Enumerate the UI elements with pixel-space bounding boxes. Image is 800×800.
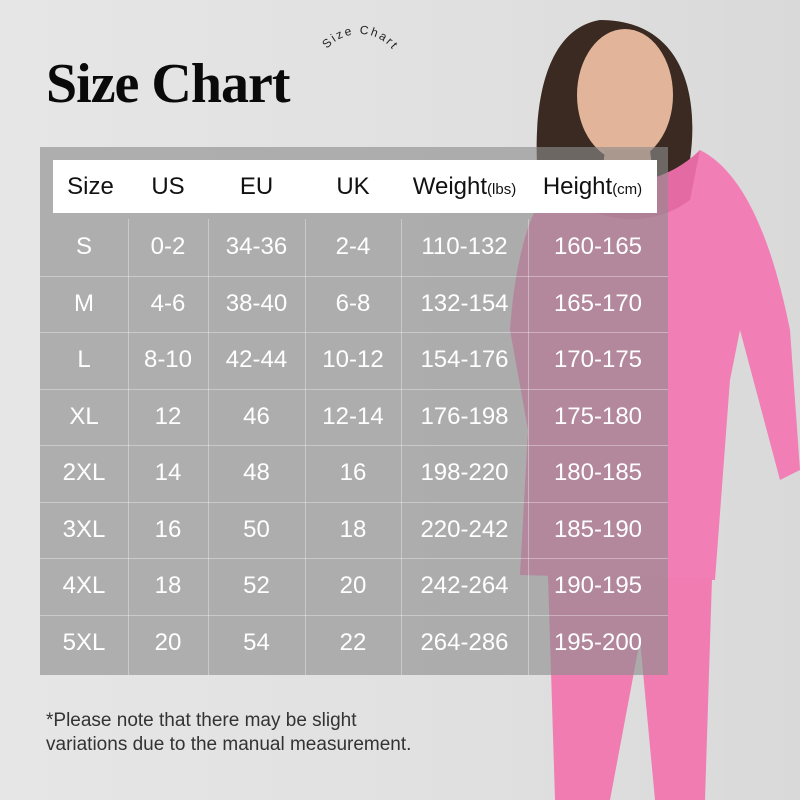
- table-cell: 165-170: [553, 289, 643, 317]
- table-cell: 185-190: [553, 515, 643, 543]
- table-cell: 34-36: [225, 233, 288, 260]
- table-cell: 18: [154, 572, 182, 599]
- size-chart-arc-label: Size Chart: [319, 24, 402, 53]
- table-cell: 20: [154, 628, 182, 656]
- column-divider: [128, 219, 129, 675]
- face: [577, 29, 673, 161]
- table-cell: 42-44: [225, 346, 288, 373]
- table-cell: S: [75, 233, 92, 260]
- row-divider: [40, 332, 668, 333]
- table-cell: 176-198: [420, 402, 509, 430]
- header-unit: (cm): [612, 181, 643, 198]
- table-cell: 6-8: [335, 289, 371, 317]
- row-divider: [40, 388, 668, 390]
- arc-text: Size Chart: [319, 24, 400, 53]
- header-label: EU: [239, 173, 274, 200]
- table-cell: 110-132: [421, 233, 508, 260]
- table-cell: 190-195: [553, 572, 643, 599]
- row-divider: [40, 558, 668, 559]
- column-divider: [305, 219, 306, 675]
- note-line-1: *Please note that there may be slight: [46, 710, 357, 731]
- table-cell: 10-12: [322, 346, 384, 373]
- table-cell: 2-4: [335, 233, 371, 260]
- table-cell: 4-6: [150, 289, 186, 317]
- table-cell: 220-242: [420, 515, 509, 543]
- table-cell: 0-2: [150, 233, 186, 260]
- table-cell: 2XL: [62, 459, 106, 486]
- header-label: US: [151, 173, 185, 200]
- header-height: Height(cm): [528, 160, 657, 216]
- header-label: UK: [336, 173, 370, 200]
- table-cell: 160-165: [553, 233, 643, 260]
- table-cell: 154-176: [420, 346, 509, 373]
- header-eu: EU: [208, 160, 305, 213]
- table-cell: 8-10: [143, 346, 193, 373]
- table-cell: 18: [339, 515, 367, 543]
- table-cell: 264-286: [420, 628, 509, 656]
- table-cell: 52: [243, 572, 270, 599]
- table-cell: 54: [243, 628, 270, 656]
- page-title: Size Chart: [46, 53, 291, 115]
- note-line-2: variations due to the manual measurement…: [46, 734, 412, 755]
- table-cell: 5XL: [62, 628, 106, 656]
- table-cell: 242-264: [420, 572, 509, 599]
- header-label: Weight: [412, 173, 488, 200]
- row-divider: [40, 275, 668, 277]
- column-divider: [528, 219, 529, 675]
- header-label: Height: [542, 173, 613, 200]
- header-size: Size: [53, 160, 128, 213]
- table-cell: 48: [243, 459, 270, 486]
- header-uk: UK: [305, 160, 401, 213]
- header-weight: Weight(lbs): [401, 160, 528, 216]
- table-cell: 12-14: [322, 402, 384, 430]
- table-cell: 22: [339, 628, 367, 656]
- table-cell: 198-220: [420, 459, 509, 486]
- header-unit: (lbs): [487, 181, 517, 198]
- table-cell: 175-180: [553, 402, 643, 430]
- table-cell: 20: [339, 572, 367, 599]
- table-cell: 12: [154, 402, 182, 430]
- table-cell: 16: [339, 459, 367, 486]
- table-cell: L: [77, 346, 91, 373]
- table-header: Size US EU UK Weight(lbs) Height(cm): [53, 160, 657, 213]
- table-cell: 132-154: [420, 289, 509, 317]
- row-divider: [40, 501, 668, 503]
- header-us: US: [128, 160, 208, 213]
- table-cell: XL: [69, 402, 99, 430]
- table-cell: M: [74, 289, 94, 317]
- table-cell: 46: [243, 402, 270, 430]
- table-cell: 195-200: [553, 628, 643, 656]
- table-cell: 170-175: [553, 346, 643, 373]
- table-cell: 3XL: [62, 515, 106, 543]
- size-table: Size US EU UK Weight(lbs) Height(cm) S 0-2 34-3…: [40, 147, 668, 675]
- row-divider: [40, 445, 668, 446]
- table-cell: 38-40: [225, 289, 288, 317]
- table-cell: 14: [154, 459, 182, 486]
- header-label: Size: [67, 173, 114, 200]
- svg-text:Size Chart: Size Chart: [319, 24, 402, 53]
- table-cell: 16: [154, 515, 182, 543]
- measurement-note: *Please note that there may be slight va…: [46, 709, 411, 757]
- row-divider: [40, 614, 668, 616]
- table-cell: 4XL: [62, 572, 106, 599]
- table-cell: 180-185: [553, 459, 643, 486]
- column-divider: [401, 219, 402, 675]
- table-cell: 50: [243, 515, 270, 543]
- column-divider: [208, 219, 209, 675]
